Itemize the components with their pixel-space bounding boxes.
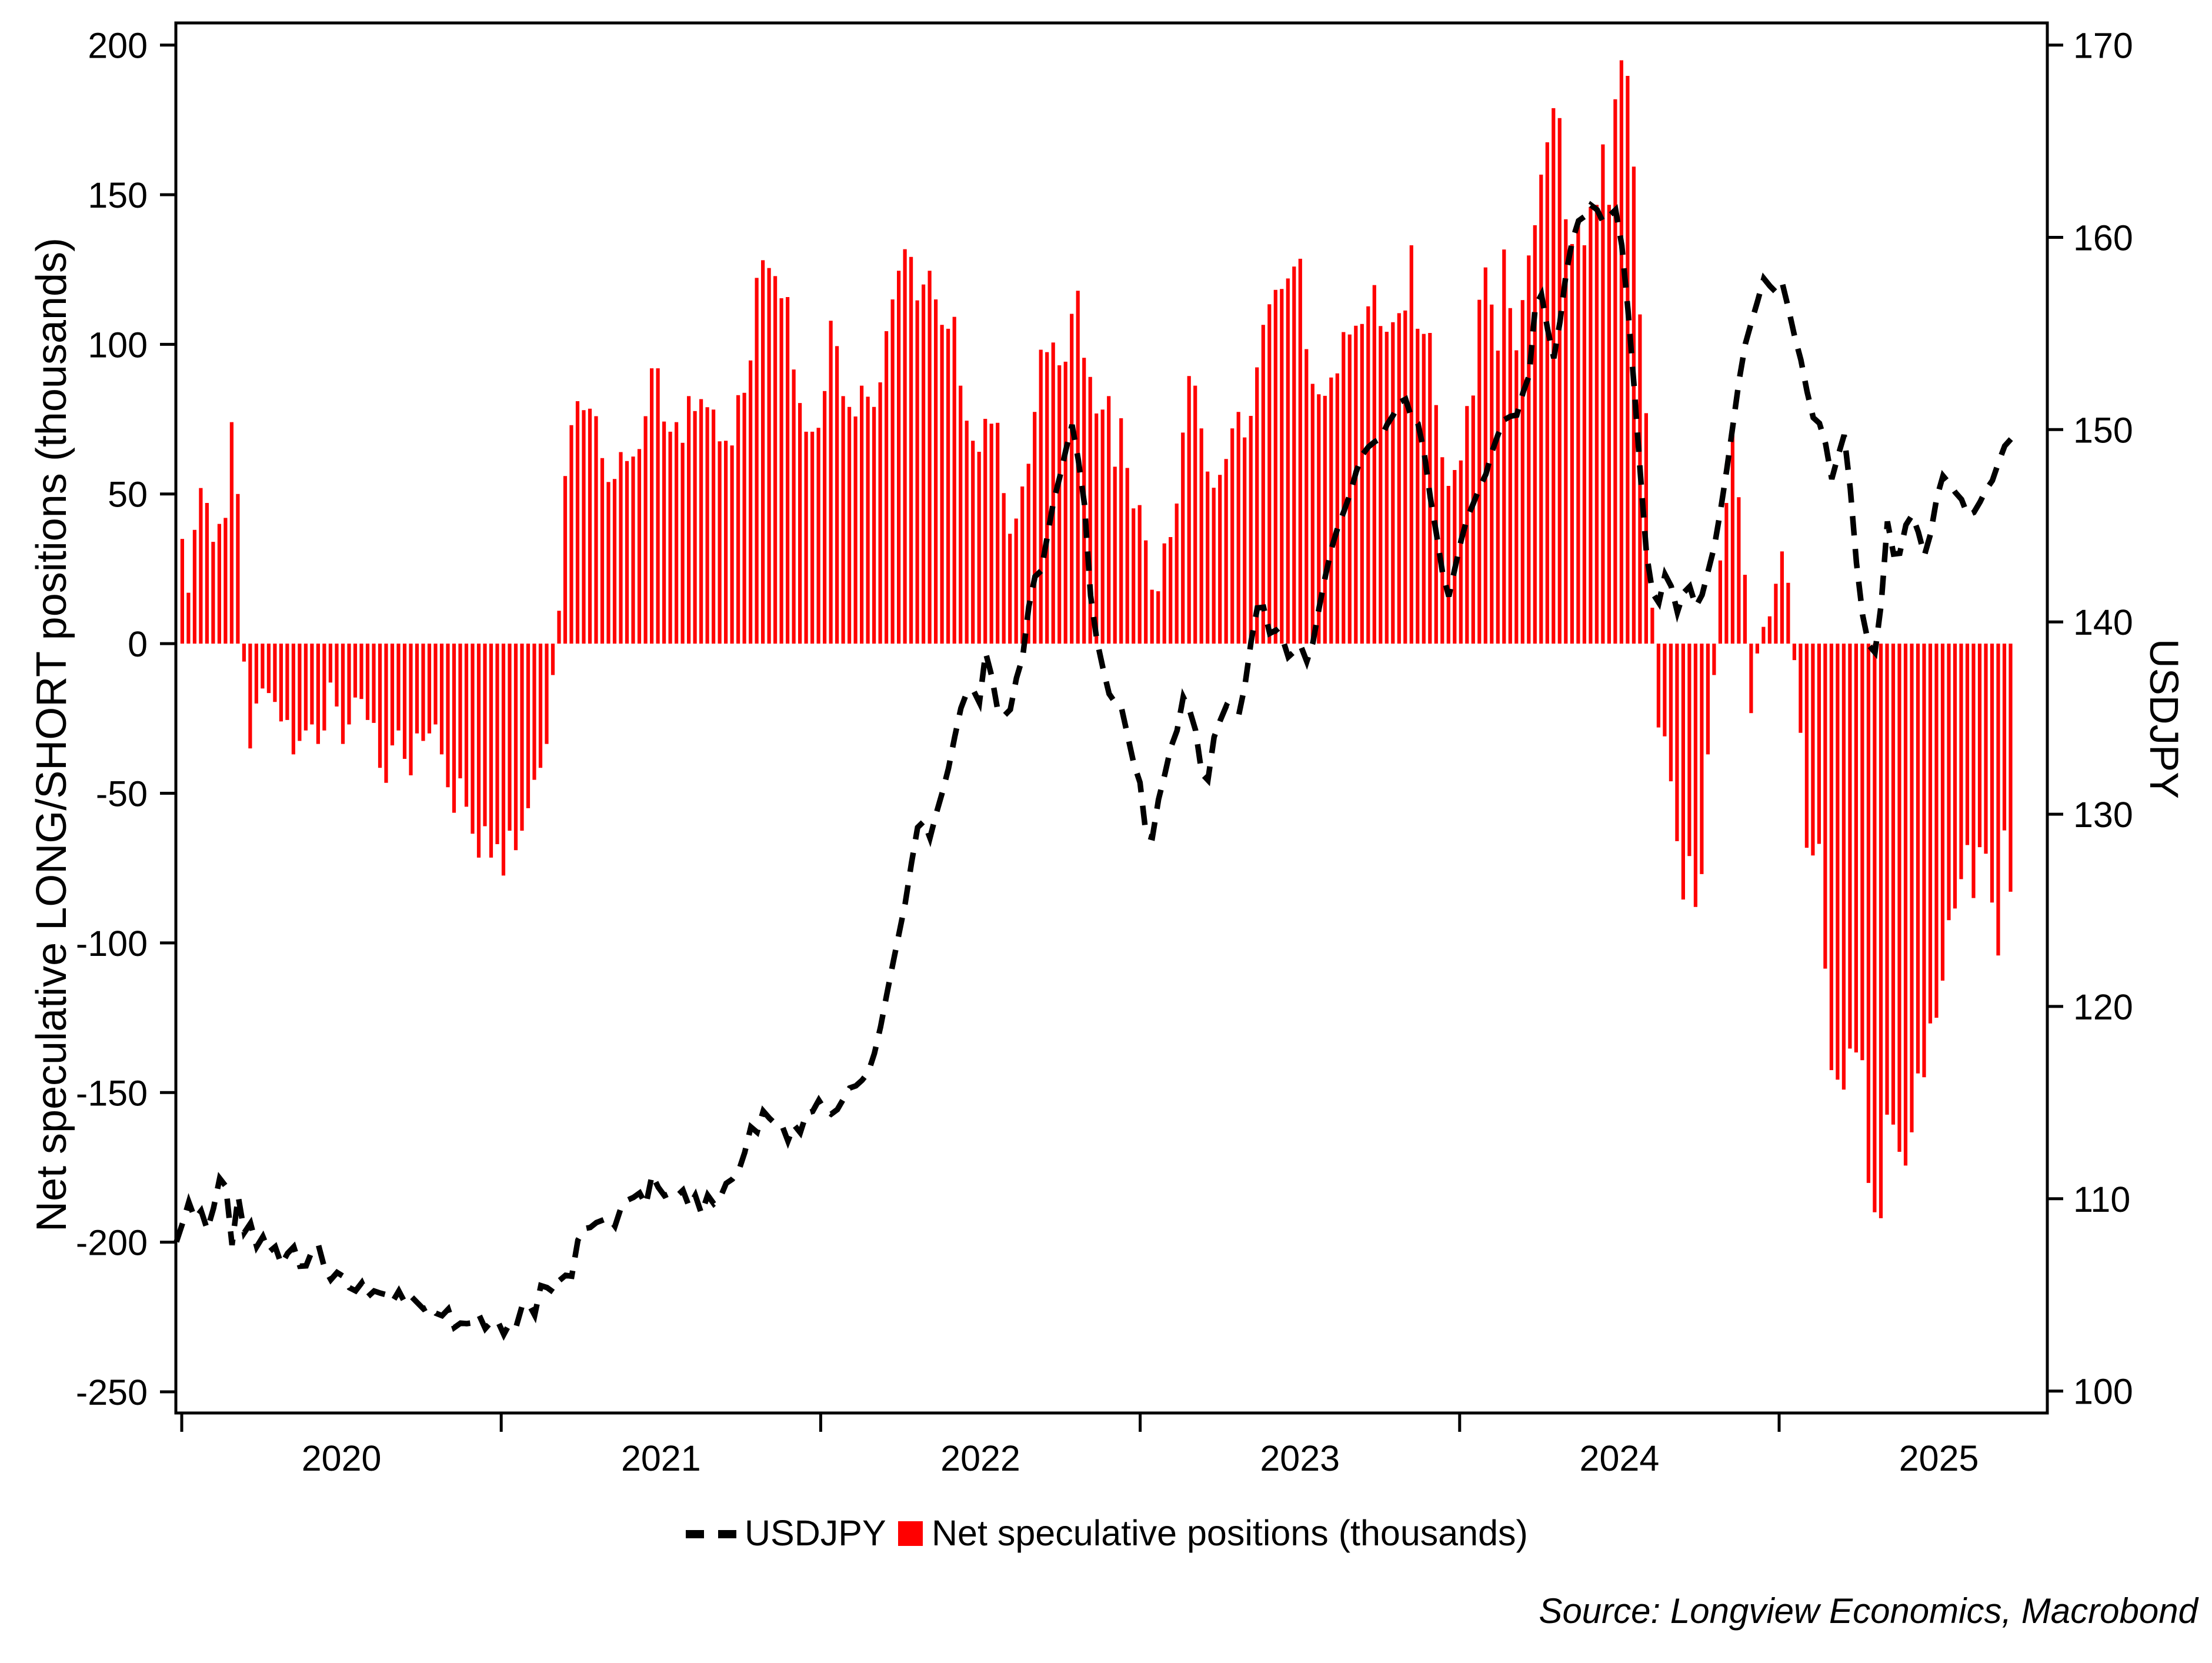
svg-text:2022: 2022: [940, 1438, 1020, 1478]
svg-text:100: 100: [88, 325, 148, 365]
svg-text:130: 130: [2073, 795, 2133, 835]
svg-text:150: 150: [88, 175, 148, 215]
svg-text:150: 150: [2073, 410, 2133, 450]
svg-text:2020: 2020: [302, 1438, 382, 1478]
svg-text:2021: 2021: [621, 1438, 701, 1478]
svg-text:2023: 2023: [1260, 1438, 1340, 1478]
svg-text:Net speculative LONG/SHORT pos: Net speculative LONG/SHORT positions (th…: [28, 238, 75, 1232]
svg-text:110: 110: [2073, 1179, 2130, 1219]
svg-text:USDJPY: USDJPY: [2141, 639, 2187, 799]
svg-text:-250: -250: [76, 1372, 148, 1412]
svg-text:2025: 2025: [1899, 1438, 1979, 1478]
svg-text:200: 200: [88, 26, 148, 66]
svg-text:120: 120: [2073, 987, 2133, 1027]
svg-text:0: 0: [128, 624, 148, 664]
svg-text:-200: -200: [76, 1223, 148, 1263]
svg-text:-150: -150: [76, 1073, 148, 1113]
svg-text:Source: Longview Economics, Ma: Source: Longview Economics, Macrobond: [1539, 1591, 2198, 1631]
svg-text:USDJPY: USDJPY: [745, 1513, 886, 1553]
svg-text:100: 100: [2073, 1372, 2133, 1412]
svg-text:50: 50: [108, 475, 148, 515]
svg-text:2024: 2024: [1580, 1438, 1660, 1478]
svg-text:140: 140: [2073, 602, 2133, 642]
svg-text:Net speculative positions (tho: Net speculative positions (thousands): [932, 1513, 1528, 1553]
svg-text:-50: -50: [96, 774, 148, 814]
svg-text:170: 170: [2073, 26, 2133, 66]
svg-text:160: 160: [2073, 218, 2133, 258]
svg-text:-100: -100: [76, 924, 148, 964]
